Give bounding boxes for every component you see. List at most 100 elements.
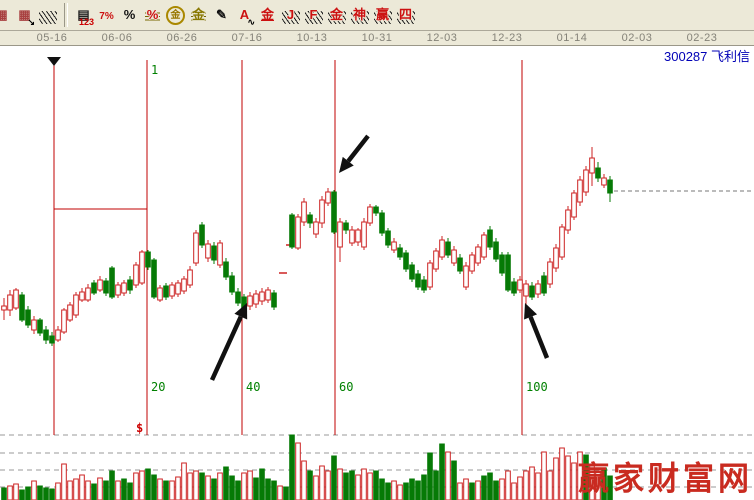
date-tick-label: 01-14 bbox=[556, 32, 588, 44]
stock-code-name-label: 300287 飞利信 bbox=[664, 49, 750, 64]
volume-bar bbox=[139, 470, 145, 500]
volume-bar bbox=[355, 474, 361, 500]
volume-bar bbox=[265, 478, 271, 500]
candle-body bbox=[499, 254, 505, 274]
gann-f-icon[interactable]: F bbox=[303, 2, 324, 28]
candle-body bbox=[493, 241, 499, 260]
candle-body bbox=[595, 167, 601, 179]
candle-body bbox=[607, 179, 613, 194]
annotation-arrow-shaft bbox=[209, 315, 243, 381]
candle-body bbox=[271, 292, 277, 308]
date-tick-label: 07-16 bbox=[231, 32, 263, 44]
date-tick-label: 10-13 bbox=[296, 32, 328, 44]
gold-coin-icon[interactable]: 金 bbox=[165, 2, 186, 28]
candle-body bbox=[457, 257, 463, 272]
volume-bar bbox=[313, 475, 319, 500]
volume-bar bbox=[25, 486, 31, 500]
volume-bar bbox=[247, 470, 253, 500]
volume-bar bbox=[199, 472, 205, 500]
volume-bar bbox=[241, 472, 247, 500]
gann-four-icon[interactable]: 四 bbox=[395, 2, 416, 28]
cycle-line-count-label: 60 bbox=[339, 380, 353, 394]
candle-body bbox=[481, 234, 487, 258]
cycle-line-count-label: 100 bbox=[526, 380, 548, 394]
candle-body bbox=[163, 285, 169, 298]
volume-bar bbox=[331, 455, 337, 500]
cycle-line-top-label: 1 bbox=[151, 63, 158, 77]
volume-bar bbox=[577, 451, 583, 500]
volume-bar bbox=[295, 442, 301, 500]
percent-icon[interactable]: % bbox=[123, 7, 136, 22]
candle-body bbox=[379, 212, 385, 234]
grid-partial-icon[interactable]: ▦ bbox=[0, 7, 8, 22]
volume-bar bbox=[91, 483, 97, 500]
candle-body bbox=[55, 329, 61, 341]
date-tick-label: 02-03 bbox=[621, 32, 653, 44]
grid-arrow-icon[interactable]: ▦ ↘ bbox=[18, 7, 35, 27]
trend-lines-icon[interactable] bbox=[37, 2, 58, 28]
percent-lines-icon[interactable]: % bbox=[142, 2, 163, 28]
volume-bar bbox=[115, 480, 121, 500]
candle-body bbox=[265, 289, 271, 301]
volume-bar bbox=[427, 452, 433, 500]
volume-bar bbox=[229, 475, 235, 500]
candle-body bbox=[289, 214, 295, 248]
volume-bar bbox=[181, 462, 187, 500]
candle-body bbox=[601, 177, 607, 186]
volume-bar bbox=[373, 470, 379, 500]
date-tick-label: 06-06 bbox=[101, 32, 133, 44]
candle-body bbox=[535, 283, 541, 295]
candle-body bbox=[373, 206, 379, 214]
volume-bar bbox=[571, 462, 577, 500]
volume-bar bbox=[535, 472, 541, 500]
candle-body bbox=[85, 287, 91, 301]
annotation-arrow-head bbox=[234, 303, 248, 320]
candle-body bbox=[97, 279, 103, 291]
candle-body bbox=[109, 267, 115, 298]
volume-bar bbox=[475, 480, 481, 500]
candle-body bbox=[337, 221, 343, 248]
candle-body bbox=[259, 291, 265, 302]
candle-body bbox=[523, 283, 529, 297]
volume-bar bbox=[19, 489, 25, 500]
date-axis: 05-16 06-06 06-26 07-16 10-13 10-31 12-03 12-23… bbox=[0, 31, 754, 46]
candle-body bbox=[211, 245, 217, 261]
gann-j-icon[interactable]: J bbox=[280, 2, 301, 28]
volume-bar bbox=[511, 482, 517, 500]
brush-tool-icon[interactable]: ✎ bbox=[216, 7, 227, 22]
date-tick-label: 02-23 bbox=[686, 32, 718, 44]
candle-body bbox=[583, 169, 589, 193]
candle-body bbox=[133, 264, 139, 286]
candle-body bbox=[139, 251, 145, 284]
candle-body bbox=[511, 281, 517, 294]
volume-bar bbox=[283, 486, 289, 500]
measure-ruler-icon[interactable]: ▤ 123 bbox=[77, 7, 94, 27]
candle-body bbox=[409, 264, 415, 280]
candle-body bbox=[349, 229, 355, 244]
candle-body bbox=[1, 305, 7, 311]
candle-body bbox=[367, 206, 373, 224]
candle-body bbox=[19, 294, 25, 321]
candle-body bbox=[25, 309, 31, 326]
volume-bar bbox=[367, 472, 373, 500]
candle-body bbox=[121, 282, 127, 294]
gold-underline-icon[interactable]: 金 bbox=[260, 7, 274, 22]
volume-bar bbox=[109, 470, 115, 500]
volume-bar bbox=[271, 480, 277, 500]
volume-bar bbox=[349, 470, 355, 500]
candle-body bbox=[295, 216, 301, 249]
candle-body bbox=[361, 221, 367, 248]
candle-body bbox=[475, 246, 481, 264]
volume-bar bbox=[529, 466, 535, 500]
volume-bar bbox=[439, 443, 445, 500]
volume-bar bbox=[7, 485, 13, 500]
gann-shen-icon[interactable]: 神 bbox=[349, 2, 370, 28]
candle-body bbox=[547, 261, 553, 285]
gann-gold-icon[interactable]: 金 bbox=[326, 2, 347, 28]
gold-lines-icon[interactable]: 金 bbox=[188, 2, 209, 28]
percent-slash-icon[interactable]: 7% bbox=[99, 11, 114, 22]
gann-win-icon[interactable]: 赢 bbox=[372, 2, 393, 28]
candle-body bbox=[529, 285, 535, 298]
wave-tool-icon[interactable]: A ∿ bbox=[239, 7, 255, 27]
